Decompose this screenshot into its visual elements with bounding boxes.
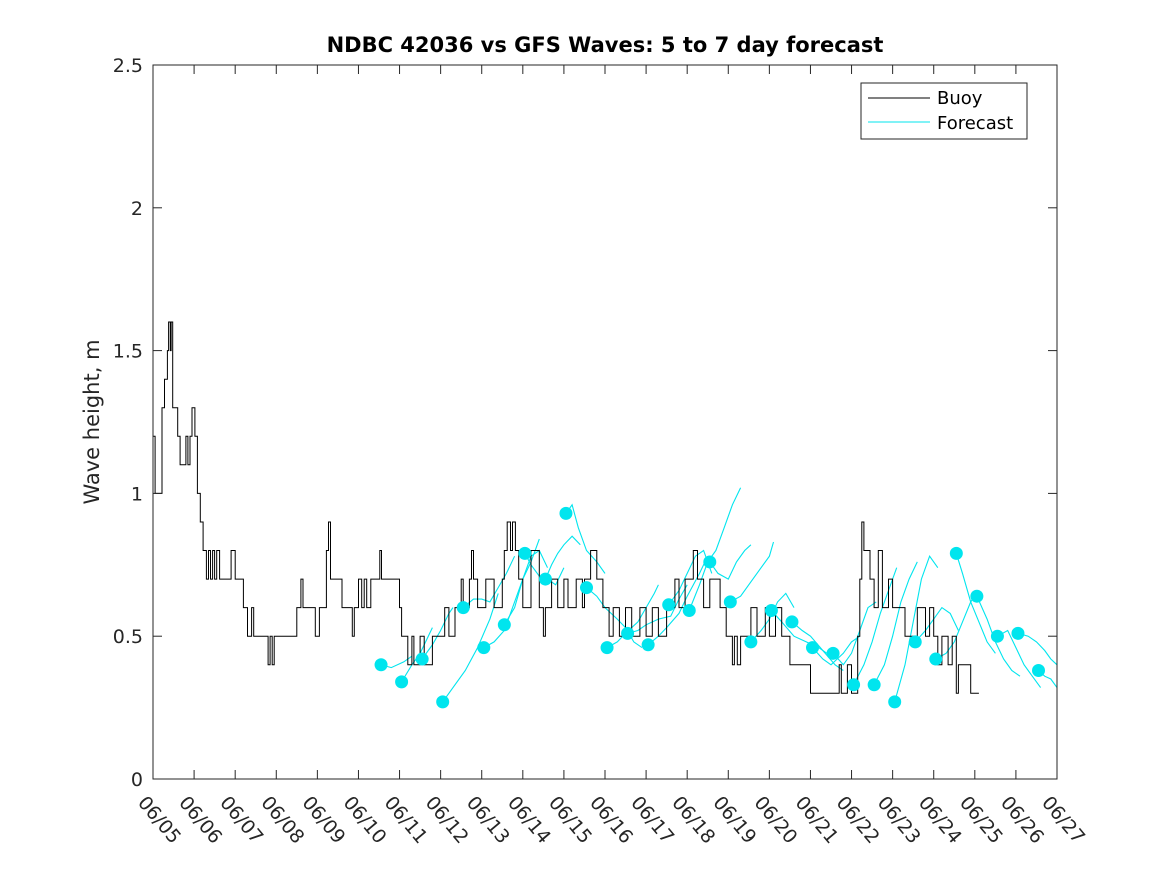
forecast-start-point bbox=[374, 658, 388, 672]
legend-buoy-label: Buoy bbox=[937, 88, 983, 109]
forecast-start-point bbox=[703, 555, 717, 569]
forecast-start-point bbox=[436, 695, 450, 709]
forecast-start-point bbox=[538, 572, 552, 586]
y-tick-label: 1.5 bbox=[113, 341, 143, 363]
forecast-line bbox=[421, 607, 454, 660]
forecast-start-point bbox=[497, 618, 511, 632]
forecast-start-point bbox=[1011, 626, 1025, 640]
forecast-line bbox=[853, 567, 898, 686]
y-tick-label: 1 bbox=[131, 483, 143, 505]
forecast-line bbox=[503, 549, 548, 626]
forecast-line bbox=[688, 487, 742, 611]
forecast-start-point bbox=[949, 546, 963, 560]
y-tick-label: 2.5 bbox=[113, 55, 143, 77]
forecast-start-point bbox=[580, 581, 594, 595]
forecast-start-point bbox=[456, 601, 470, 615]
legend: Buoy Forecast bbox=[860, 82, 1028, 140]
forecast-start-point bbox=[600, 641, 614, 655]
forecast-start-point bbox=[826, 646, 840, 660]
forecast-line bbox=[1017, 632, 1058, 666]
forecast-line bbox=[462, 555, 516, 609]
forecast-start-point bbox=[477, 641, 491, 655]
forecast-start-point bbox=[559, 506, 573, 520]
forecast-line bbox=[976, 595, 1021, 677]
y-tick-label: 2 bbox=[131, 198, 143, 220]
forecast-line bbox=[894, 555, 939, 703]
plot-series bbox=[153, 321, 1058, 709]
forecast-line bbox=[709, 544, 752, 580]
forecast-start-point bbox=[641, 638, 655, 652]
forecast-line bbox=[812, 635, 861, 666]
forecast-start-point bbox=[518, 546, 532, 560]
legend-forecast-label: Forecast bbox=[937, 113, 1013, 134]
forecast-start-point bbox=[395, 675, 409, 689]
forecast-start-point bbox=[1032, 663, 1046, 677]
forecast-start-point bbox=[867, 678, 881, 692]
forecast-line bbox=[565, 503, 606, 574]
forecast-start-point bbox=[990, 629, 1004, 643]
forecast-start-point bbox=[970, 589, 984, 603]
y-tick-label: 0 bbox=[131, 769, 143, 791]
forecast-start-point bbox=[806, 641, 820, 655]
forecast-line bbox=[832, 601, 877, 666]
forecast-start-point bbox=[662, 598, 676, 612]
forecast-line bbox=[668, 549, 713, 606]
forecast-line bbox=[955, 553, 996, 654]
forecast-start-point bbox=[888, 695, 902, 709]
forecast-line bbox=[873, 561, 918, 686]
forecast-start-point bbox=[847, 678, 861, 692]
forecast-start-point bbox=[682, 603, 696, 617]
forecast-line bbox=[606, 584, 659, 649]
forecast-start-point bbox=[908, 635, 922, 649]
forecast-line bbox=[730, 541, 775, 603]
chart-title: NDBC 42036 vs GFS Waves: 5 to 7 day fore… bbox=[327, 33, 884, 57]
forecast-line bbox=[770, 610, 828, 654]
forecast-line bbox=[442, 593, 499, 703]
forecast-start-point bbox=[929, 652, 943, 666]
forecast-start-point bbox=[415, 652, 429, 666]
forecast-start-point bbox=[621, 626, 635, 640]
forecast-start-point bbox=[723, 595, 737, 609]
forecast-line bbox=[544, 535, 581, 580]
forecast-line bbox=[586, 587, 643, 649]
forecast-line bbox=[997, 629, 1042, 688]
legend-box bbox=[860, 82, 1028, 140]
forecast-start-point bbox=[744, 635, 758, 649]
buoy-line bbox=[153, 321, 979, 694]
forecast-line bbox=[914, 606, 959, 643]
forecast-start-point bbox=[785, 615, 799, 629]
forecast-start-point bbox=[764, 603, 778, 617]
y-axis-title: Wave height, m bbox=[80, 339, 104, 504]
y-tick-label: 0.5 bbox=[113, 626, 143, 648]
